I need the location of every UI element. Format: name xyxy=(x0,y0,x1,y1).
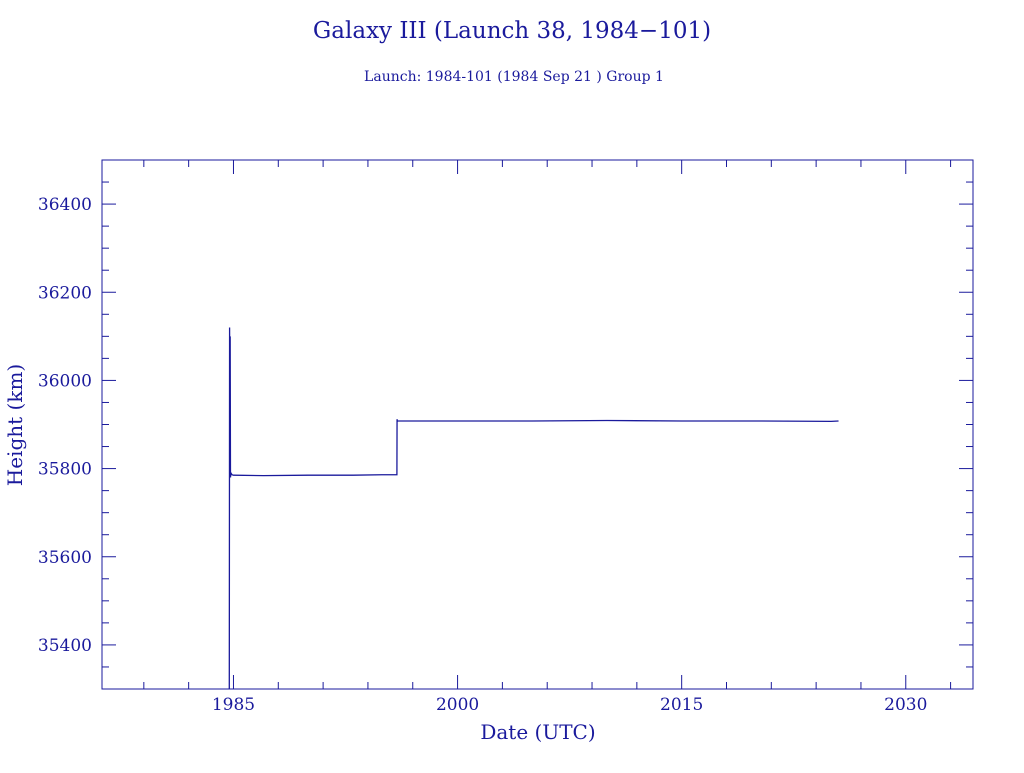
x-tick-label: 2015 xyxy=(660,695,703,715)
tick-labels-layer: 35400 35600 35800 36000 36200 36400 1985 2000 20… xyxy=(38,195,927,715)
ticks-layer xyxy=(102,160,973,689)
y-tick-label: 35600 xyxy=(38,548,92,568)
x-axis-label: Date (UTC) xyxy=(480,720,595,744)
x-tick-label: 2000 xyxy=(436,695,479,715)
y-tick-label: 36200 xyxy=(38,283,92,303)
plot-frame xyxy=(101,159,974,690)
y-tick-label: 36400 xyxy=(38,195,92,215)
series-layer xyxy=(228,327,839,690)
series-line xyxy=(228,327,839,690)
y-tick-label: 35800 xyxy=(38,460,92,480)
chart-subtitle: Launch: 1984-101 (1984 Sep 21 ) Group 1 xyxy=(364,69,664,85)
x-tick-label: 1985 xyxy=(212,695,255,715)
y-tick-label: 36000 xyxy=(38,371,92,391)
y-axis-label: Height (km) xyxy=(3,364,27,486)
x-tick-label: 2030 xyxy=(884,695,927,715)
y-tick-label: 35400 xyxy=(38,636,92,656)
chart-title: Galaxy III (Launch 38, 1984−101) xyxy=(313,18,711,44)
